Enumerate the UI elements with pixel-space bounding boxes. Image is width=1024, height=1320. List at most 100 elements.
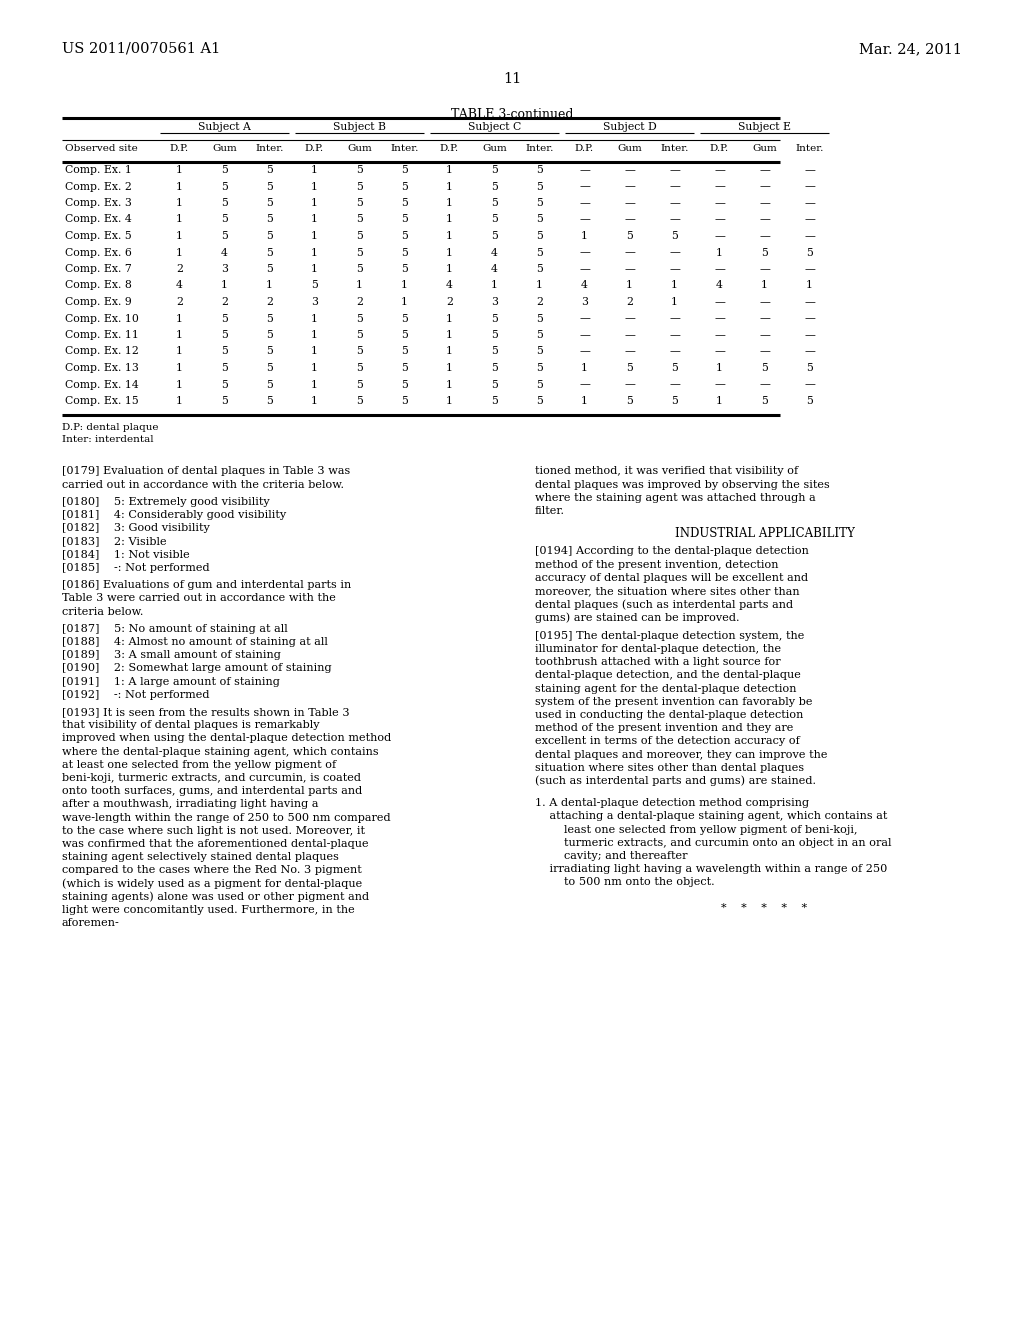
Text: —: —	[759, 198, 770, 209]
Text: 5: 5	[266, 346, 273, 356]
Text: 1: 1	[311, 330, 318, 341]
Text: —: —	[759, 231, 770, 242]
Text: —: —	[579, 214, 590, 224]
Text: 1: 1	[176, 214, 183, 224]
Text: Comp. Ex. 10: Comp. Ex. 10	[65, 314, 139, 323]
Text: 1: 1	[716, 248, 723, 257]
Text: carried out in accordance with the criteria below.: carried out in accordance with the crite…	[62, 479, 344, 490]
Text: 5: 5	[401, 198, 408, 209]
Text: —: —	[804, 231, 815, 242]
Text: Gum: Gum	[212, 144, 237, 153]
Text: —: —	[669, 165, 680, 176]
Text: 1: 1	[581, 231, 588, 242]
Text: 1: 1	[446, 214, 453, 224]
Text: 2: 2	[626, 297, 633, 308]
Text: 1: 1	[671, 281, 678, 290]
Text: 3: 3	[221, 264, 228, 275]
Text: 5: 5	[492, 198, 498, 209]
Text: 5: 5	[266, 181, 273, 191]
Text: —: —	[624, 380, 635, 389]
Text: —: —	[624, 330, 635, 341]
Text: 1: 1	[446, 363, 453, 374]
Text: —: —	[804, 214, 815, 224]
Text: 5: 5	[221, 165, 228, 176]
Text: [0182]    3: Good visibility: [0182] 3: Good visibility	[62, 523, 210, 533]
Text: 1: 1	[311, 264, 318, 275]
Text: 5: 5	[266, 214, 273, 224]
Text: Comp. Ex. 13: Comp. Ex. 13	[65, 363, 139, 374]
Text: 5: 5	[221, 330, 228, 341]
Text: Inter.: Inter.	[660, 144, 689, 153]
Text: 2: 2	[266, 297, 273, 308]
Text: moreover, the situation where sites other than: moreover, the situation where sites othe…	[535, 586, 800, 597]
Text: dental-plaque detection, and the dental-plaque: dental-plaque detection, and the dental-…	[535, 671, 801, 680]
Text: 11: 11	[503, 73, 521, 86]
Text: 5: 5	[356, 214, 362, 224]
Text: 1: 1	[581, 396, 588, 407]
Text: Comp. Ex. 5: Comp. Ex. 5	[65, 231, 132, 242]
Text: staining agents) alone was used or other pigment and: staining agents) alone was used or other…	[62, 892, 369, 903]
Text: —: —	[624, 214, 635, 224]
Text: 5: 5	[311, 281, 317, 290]
Text: 1: 1	[536, 281, 543, 290]
Text: irradiating light having a wavelength within a range of 250: irradiating light having a wavelength wi…	[535, 865, 887, 874]
Text: 5: 5	[536, 198, 543, 209]
Text: Comp. Ex. 14: Comp. Ex. 14	[65, 380, 138, 389]
Text: 1: 1	[356, 281, 362, 290]
Text: 1: 1	[806, 281, 813, 290]
Text: [0187]    5: No amount of staining at all: [0187] 5: No amount of staining at all	[62, 624, 288, 634]
Text: 3: 3	[490, 297, 498, 308]
Text: least one selected from yellow pigment of beni-koji,: least one selected from yellow pigment o…	[535, 825, 857, 834]
Text: —: —	[624, 346, 635, 356]
Text: —: —	[759, 214, 770, 224]
Text: 5: 5	[536, 181, 543, 191]
Text: 1: 1	[446, 248, 453, 257]
Text: aforemen-: aforemen-	[62, 919, 120, 928]
Text: Subject B: Subject B	[333, 121, 386, 132]
Text: 4: 4	[492, 264, 498, 275]
Text: 5: 5	[761, 396, 768, 407]
Text: 1: 1	[446, 181, 453, 191]
Text: —: —	[804, 380, 815, 389]
Text: 1. A dental-plaque detection method comprising: 1. A dental-plaque detection method comp…	[535, 799, 809, 808]
Text: 5: 5	[401, 380, 408, 389]
Text: —: —	[804, 264, 815, 275]
Text: 1: 1	[446, 264, 453, 275]
Text: compared to the cases where the Red No. 3 pigment: compared to the cases where the Red No. …	[62, 866, 361, 875]
Text: dental plaques and moreover, they can improve the: dental plaques and moreover, they can im…	[535, 750, 827, 759]
Text: 5: 5	[401, 231, 408, 242]
Text: —: —	[579, 264, 590, 275]
Text: [0179] Evaluation of dental plaques in Table 3 was: [0179] Evaluation of dental plaques in T…	[62, 466, 350, 477]
Text: dental plaques was improved by observing the sites: dental plaques was improved by observing…	[535, 479, 829, 490]
Text: 1: 1	[311, 396, 318, 407]
Text: —: —	[714, 330, 725, 341]
Text: 1: 1	[176, 330, 183, 341]
Text: 5: 5	[401, 181, 408, 191]
Text: 5: 5	[761, 363, 768, 374]
Text: 5: 5	[356, 314, 362, 323]
Text: —: —	[579, 198, 590, 209]
Text: staining agent selectively stained dental plaques: staining agent selectively stained denta…	[62, 853, 339, 862]
Text: that visibility of dental plaques is remarkably: that visibility of dental plaques is rem…	[62, 721, 319, 730]
Text: 1: 1	[176, 165, 183, 176]
Text: beni-koji, turmeric extracts, and curcumin, is coated: beni-koji, turmeric extracts, and curcum…	[62, 774, 361, 783]
Text: [0192]    -: Not performed: [0192] -: Not performed	[62, 690, 210, 700]
Text: 1: 1	[716, 396, 723, 407]
Text: —: —	[714, 297, 725, 308]
Text: —: —	[804, 297, 815, 308]
Text: —: —	[669, 380, 680, 389]
Text: tioned method, it was verified that visibility of: tioned method, it was verified that visi…	[535, 466, 798, 477]
Text: Inter.: Inter.	[796, 144, 823, 153]
Text: method of the present invention, detection: method of the present invention, detecti…	[535, 560, 778, 570]
Text: 1: 1	[176, 181, 183, 191]
Text: Comp. Ex. 8: Comp. Ex. 8	[65, 281, 132, 290]
Text: —: —	[579, 181, 590, 191]
Text: —: —	[714, 380, 725, 389]
Text: toothbrush attached with a light source for: toothbrush attached with a light source …	[535, 657, 780, 667]
Text: 5: 5	[356, 396, 362, 407]
Text: —: —	[714, 165, 725, 176]
Text: 1: 1	[490, 281, 498, 290]
Text: Mar. 24, 2011: Mar. 24, 2011	[859, 42, 962, 55]
Text: improved when using the dental-plaque detection method: improved when using the dental-plaque de…	[62, 734, 391, 743]
Text: 1: 1	[311, 214, 318, 224]
